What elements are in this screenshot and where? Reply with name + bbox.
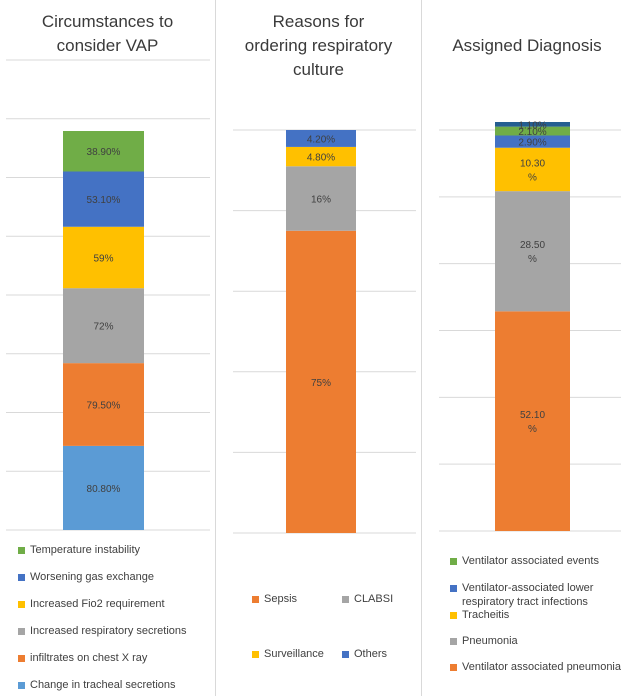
legend-swatch <box>18 628 25 635</box>
legend-label: Ventilator-associated lower respiratory … <box>462 582 594 608</box>
bar-segment <box>63 226 144 289</box>
legend-label: Increased respiratory secretions <box>30 625 187 637</box>
chart-legend: Temperature instability Worsening gas exc… <box>18 540 213 696</box>
bar-segment <box>495 147 570 192</box>
legend-swatch <box>18 601 25 608</box>
legend-swatch <box>342 651 349 658</box>
legend-label: infiltrates on chest X ray <box>30 652 148 664</box>
data-label: 72% <box>93 322 113 333</box>
data-label: % <box>528 172 537 183</box>
data-label: 2.10% <box>518 127 546 138</box>
legend-swatch <box>450 612 457 619</box>
legend-swatch <box>450 585 457 592</box>
legend-label: CLABSI <box>354 593 394 605</box>
bar-segment <box>495 135 570 148</box>
chart-plot-area: 80.80% 79.50% 72% 59% 53.10% 38.90% <box>6 59 210 531</box>
legend-label: Increased Fio2 requirement <box>30 598 165 610</box>
chart-panel-reasons: Reasons for ordering respiratory culture… <box>216 0 422 696</box>
legend-swatch <box>450 638 457 645</box>
data-label: 52.10 <box>520 410 545 421</box>
chart-panel-diagnosis: Assigned Diagnosis 52.10% 28.50% 10.30% 2.9… <box>425 0 629 696</box>
legend-swatch <box>450 558 457 565</box>
legend-swatch <box>18 574 25 581</box>
chart-title: Circumstances to consider VAP <box>41 12 174 55</box>
data-label: % <box>528 424 537 435</box>
bar-segment <box>63 445 144 530</box>
bar-segment <box>63 363 144 446</box>
legend-swatch <box>18 655 25 662</box>
chart-plot-area: 75% 16% 4.80% 4.20% <box>233 129 416 534</box>
legend-swatch <box>450 664 457 671</box>
bar-segment <box>286 166 356 231</box>
data-label: 28.50 <box>520 240 545 251</box>
bar-segment <box>63 171 144 227</box>
data-label: 10.30 <box>520 158 545 169</box>
legend-swatch <box>252 596 259 603</box>
chart-plot-area: 52.10% 28.50% 10.30% 2.90%2.10%1.10% <box>439 120 621 532</box>
data-label: 75% <box>311 378 331 389</box>
legend-label: Pneumonia <box>462 635 518 647</box>
chart-legend: Ventilator associated events Ventilator-a… <box>450 550 628 690</box>
legend-label: Ventilator associated pneumonia <box>462 661 621 673</box>
legend-label: Worsening gas exchange <box>30 571 154 583</box>
data-label: 1.10% <box>518 120 546 131</box>
data-label: 53.10% <box>87 195 121 206</box>
legend-swatch <box>252 651 259 658</box>
chart-legend: Sepsis CLABSI Surveillance Others <box>252 580 417 680</box>
data-label: 59% <box>93 253 113 264</box>
data-label: 4.80% <box>307 153 335 164</box>
legend-label: Tracheitis <box>462 609 510 621</box>
bar-segment <box>63 131 144 172</box>
legend-swatch <box>18 682 25 689</box>
legend-label: Change in tracheal secretions <box>30 679 176 691</box>
data-label: 80.80% <box>87 484 121 495</box>
data-label: 79.50% <box>87 401 121 412</box>
bar-segment <box>495 191 570 312</box>
bar-segment <box>495 311 570 531</box>
legend-label: Sepsis <box>264 593 298 605</box>
chart-panel-circumstances: Circumstances to consider VAP 80.80% 79.5… <box>0 0 216 696</box>
bar-segment <box>495 122 570 127</box>
data-label: % <box>528 254 537 265</box>
legend-label: Ventilator associated events <box>462 555 599 567</box>
legend-label: Others <box>354 648 388 660</box>
legend-swatch <box>342 596 349 603</box>
bar-segment <box>63 288 144 364</box>
data-label: 4.20% <box>307 134 335 145</box>
bar-segment <box>286 130 356 147</box>
data-label: 38.90% <box>87 147 121 158</box>
legend-label: Surveillance <box>264 648 324 660</box>
legend-swatch <box>18 547 25 554</box>
data-label: 2.90% <box>518 138 546 149</box>
data-label: 16% <box>311 195 331 206</box>
bar-segment <box>286 146 356 167</box>
chart-title: Assigned Diagnosis <box>452 36 602 55</box>
bar-segment <box>495 126 570 136</box>
legend-label: Temperature instability <box>30 544 141 556</box>
bar-segment <box>286 230 356 533</box>
chart-title: Reasons for ordering respiratory culture <box>244 12 393 79</box>
